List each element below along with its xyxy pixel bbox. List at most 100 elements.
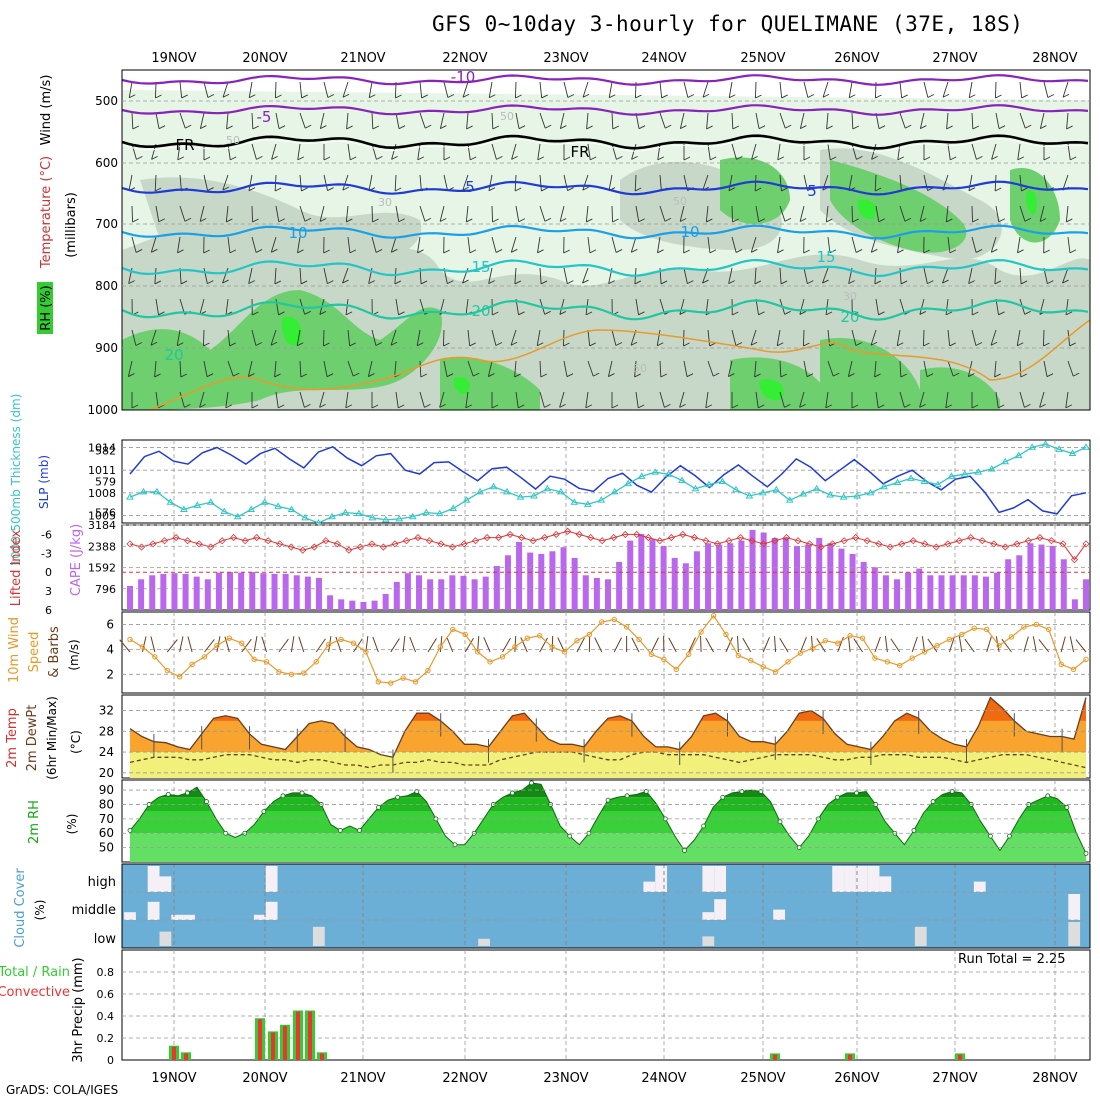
cape-bar — [905, 572, 912, 610]
wind-speed-marker — [884, 659, 891, 665]
wind-barb — [559, 205, 565, 222]
wind-barb-flag — [567, 280, 574, 285]
wind-barb — [897, 236, 901, 253]
cape-bar — [1083, 579, 1089, 610]
wind-barb-flag — [226, 125, 233, 130]
wind-barb-flag — [446, 373, 454, 378]
temp-contour-minus5 — [121, 104, 1089, 116]
wind-barb — [1019, 267, 1022, 284]
rh-marker — [854, 790, 859, 796]
wind-barb-10m — [353, 638, 363, 653]
wind-speed-marker — [636, 636, 642, 643]
bottom-date-label-26NOV: 26NOV — [834, 1071, 879, 1086]
precip-convective-bar — [308, 1011, 312, 1060]
wind-barb — [702, 174, 709, 191]
wind-barb — [634, 360, 637, 377]
wind-barb-flag — [518, 311, 525, 316]
wind-barb-10m — [298, 636, 305, 653]
cloud-bar-high — [265, 866, 278, 892]
cape-bar — [994, 572, 1001, 610]
wind-barb-flag — [368, 373, 375, 377]
wind-barb — [222, 174, 229, 191]
lifted-index-marker — [149, 540, 157, 548]
wind-barb — [390, 236, 397, 253]
cape-bar — [1016, 555, 1023, 610]
wind-barb — [371, 143, 377, 160]
lifted-tick--6: -6 — [41, 528, 52, 541]
wind-barb — [345, 205, 349, 222]
wind-barb — [342, 81, 349, 98]
wind-barb — [825, 298, 829, 315]
wind-barb-flag — [994, 373, 1001, 378]
wind-barb-flag — [582, 279, 589, 284]
lifted-index-marker — [575, 530, 583, 539]
wind-barb — [659, 360, 662, 378]
wind-barb-flag — [249, 94, 256, 99]
cloud-bar-high — [643, 881, 656, 892]
freezing-level-inner — [121, 138, 1089, 152]
rh-fill-band — [130, 811, 1086, 834]
wind-barb — [754, 174, 757, 192]
wind-speed-marker — [325, 641, 332, 648]
wind-barb — [587, 143, 591, 160]
lifted-index-marker — [863, 537, 871, 545]
wind-barb-flag — [136, 155, 143, 160]
thickness-marker — [934, 480, 942, 488]
wind-barb-flag — [158, 125, 166, 130]
lifted-index-marker — [806, 540, 814, 548]
wind-barb — [705, 205, 709, 222]
wind-barb — [299, 174, 302, 191]
wind-barb-flag — [567, 187, 574, 191]
thickness-marker — [637, 472, 646, 479]
wind-speed-marker — [810, 645, 816, 651]
wind-barb-flag — [657, 249, 664, 254]
wind-barb-10m — [204, 639, 215, 653]
wind-barb — [899, 112, 906, 129]
wind-speed-marker — [388, 680, 394, 686]
wind-barb-flag — [488, 373, 495, 377]
wind-speed-marker — [574, 637, 580, 644]
wind-barb — [945, 391, 949, 408]
wind-barb-flag — [803, 156, 811, 161]
lifted-index-marker — [736, 534, 745, 542]
wind-barb — [395, 205, 400, 222]
rh-marker — [395, 794, 401, 800]
wind-barb-flag — [875, 94, 882, 99]
rh-tick-70: 70 — [99, 812, 114, 826]
wind-barb — [728, 267, 733, 284]
wind-barb — [1019, 112, 1026, 129]
wind-barb — [656, 329, 661, 346]
lifted-axis-label: Lifted Index — [9, 529, 24, 606]
top-date-label-23NOV: 23NOV — [543, 51, 588, 66]
wind-barb — [511, 143, 517, 160]
wind-barb-flag — [375, 342, 383, 346]
wind-barb — [227, 143, 231, 160]
wind-barb — [539, 174, 542, 191]
wind-barb — [991, 143, 997, 160]
wind-barb-10m — [253, 636, 258, 653]
rh-marker — [452, 842, 458, 848]
wind-barb — [995, 112, 1000, 129]
rh-marker — [510, 790, 515, 796]
wind-barb-flag — [346, 125, 353, 130]
contour-label: 5 — [465, 178, 475, 196]
wind-barb-flag — [563, 342, 570, 347]
rh-shading-region — [281, 316, 302, 346]
wind-barb — [582, 267, 589, 284]
wind-barb-flag — [470, 156, 477, 161]
rh-shading-region — [122, 290, 442, 410]
temp2m-units: (°C) — [69, 730, 83, 754]
wind-barb-flag — [946, 125, 953, 130]
thickness-marker — [974, 468, 983, 475]
wind-barb-flag — [420, 280, 428, 285]
wind-speed-marker — [425, 667, 431, 674]
cloud-bar-middle — [702, 912, 715, 920]
cloud-bar-high — [844, 866, 856, 892]
temp-fill-mid — [130, 720, 1086, 753]
wind-barb-flag — [799, 403, 806, 408]
wind-barb-flag — [1043, 342, 1050, 347]
wind-barb — [779, 267, 782, 284]
wind-barb — [990, 236, 997, 253]
wind-barb-flag — [664, 217, 672, 222]
wind-speed-marker — [847, 632, 853, 639]
